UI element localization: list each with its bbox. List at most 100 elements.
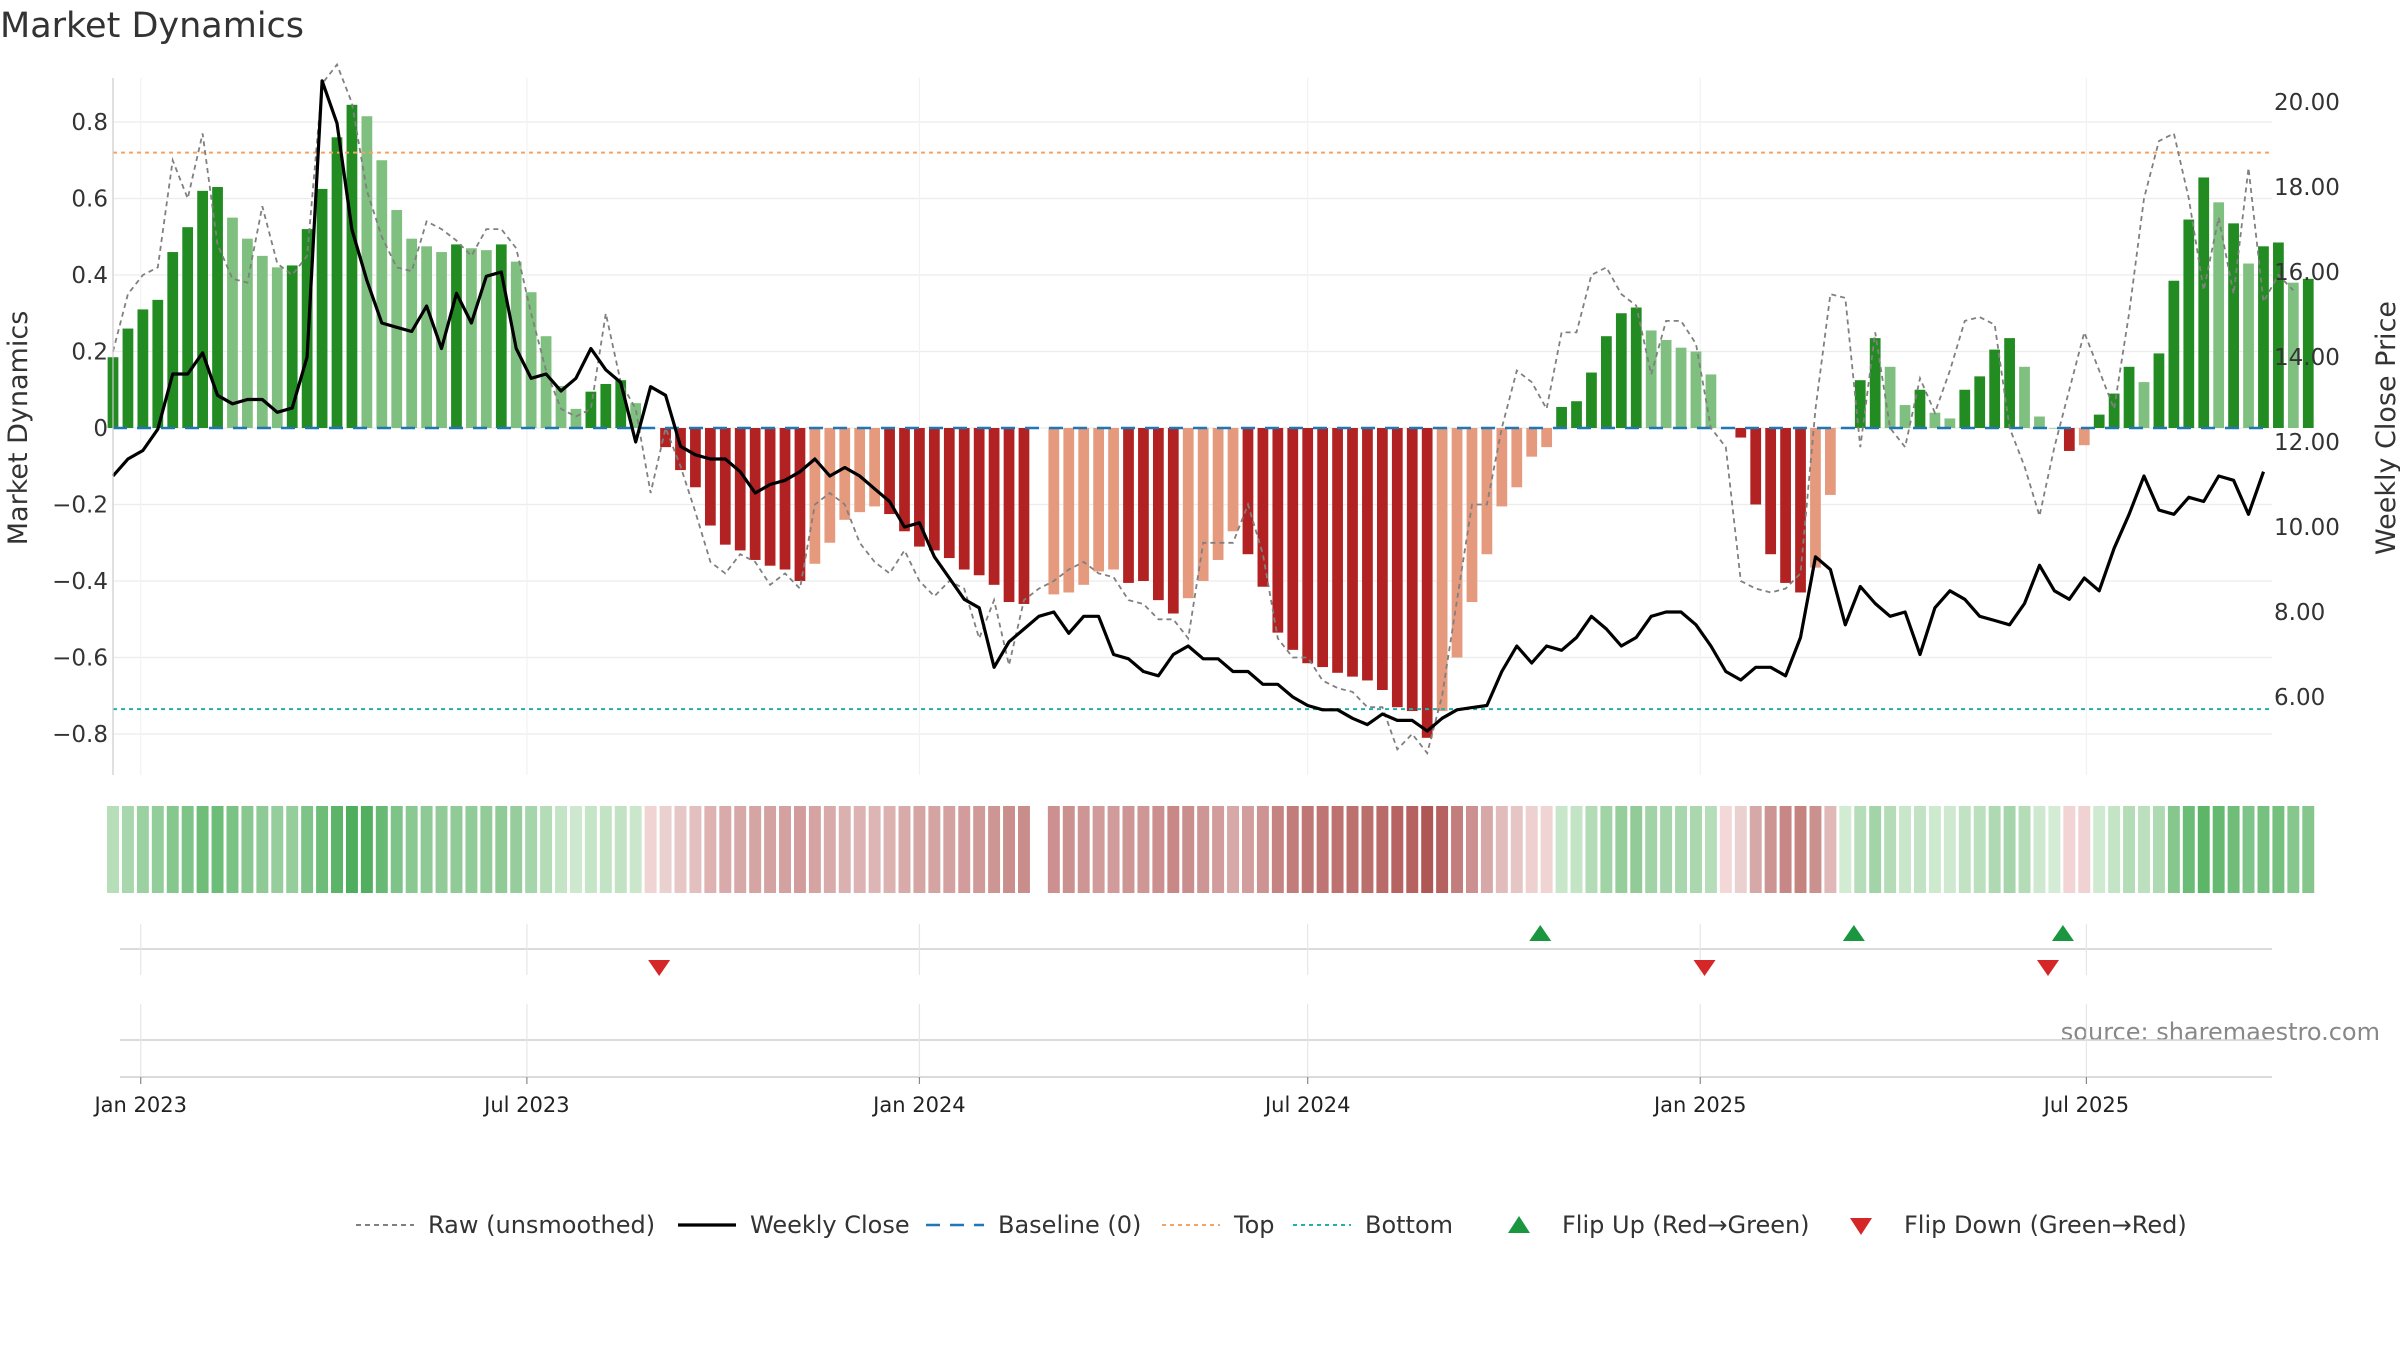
band-cell [1510, 806, 1523, 893]
y-tick-label-right: 20.00 [2274, 90, 2340, 116]
bar [660, 428, 671, 448]
x-tick-label: Jan 2025 [1652, 1093, 1747, 1117]
bar [1421, 428, 1433, 738]
band-cell [1869, 806, 1882, 893]
bar [1362, 428, 1373, 681]
bar [1660, 340, 1672, 428]
y-tick-label-left: −0.4 [52, 569, 108, 595]
band-cell [286, 806, 299, 893]
bar [1152, 428, 1164, 601]
bar [1541, 428, 1553, 448]
bar [1630, 307, 1642, 428]
band-cell [181, 806, 194, 893]
bar [928, 428, 940, 551]
band-cell [2123, 806, 2136, 893]
band-cell [2257, 806, 2270, 893]
band-cell [1451, 806, 1464, 893]
band-cell [823, 806, 836, 893]
band-cell [1256, 806, 1269, 893]
legend-item: Top [1162, 1211, 1275, 1239]
band-cell [1675, 806, 1688, 893]
band-cell [1077, 806, 1090, 893]
band-cell [360, 806, 373, 893]
band-cell [1525, 806, 1538, 893]
bar [1123, 428, 1134, 583]
band-cell [2138, 806, 2150, 893]
y-tick-label-right: 16.00 [2274, 260, 2340, 286]
band-cell [749, 806, 762, 893]
band-cell [211, 806, 224, 893]
bar [734, 428, 746, 551]
band-cell [1361, 806, 1374, 893]
bar [1615, 313, 1627, 428]
x-tick-label: Jul 2023 [482, 1093, 569, 1117]
bar [2138, 382, 2150, 428]
band-cell [928, 806, 941, 893]
bar [779, 428, 791, 570]
band-cell [1630, 806, 1643, 893]
bar [1496, 428, 1508, 507]
band-cell [689, 806, 702, 893]
bar [2258, 246, 2269, 428]
legend-item: Raw (unsmoothed) [356, 1211, 655, 1239]
band-cell [1271, 806, 1284, 893]
legend-label: Bottom [1365, 1211, 1453, 1239]
band-cell [1988, 806, 2001, 893]
bar [1451, 428, 1463, 658]
band-cell [1570, 806, 1583, 893]
bar [1003, 428, 1015, 603]
band-cell [510, 806, 523, 893]
bar [391, 209, 403, 428]
band-cell [405, 806, 418, 893]
band-cell [973, 806, 986, 893]
band-cell [271, 806, 284, 893]
bar [1974, 376, 1986, 428]
bar [137, 309, 149, 428]
band-cell [1197, 806, 1210, 893]
band-cell [1779, 806, 1792, 893]
bar [2034, 416, 2045, 428]
bar [2273, 242, 2284, 428]
legend-label: Flip Up (Red→Green) [1562, 1211, 1810, 1239]
bar [1810, 428, 1821, 568]
band-cell [555, 806, 567, 893]
legend-item: Flip Up (Red→Green) [1508, 1211, 1810, 1239]
band-cell [1480, 806, 1493, 893]
band-cell [1928, 806, 1941, 893]
legend-label: Weekly Close [750, 1211, 910, 1239]
band-cell [2063, 806, 2076, 893]
right-axis-label: Weekly Close Price [2371, 301, 2400, 555]
bar [1332, 428, 1343, 673]
band-cell [2272, 806, 2285, 893]
bar [1108, 428, 1119, 570]
bar [1481, 428, 1493, 555]
bar [167, 252, 179, 428]
band-cell [2048, 806, 2061, 893]
band-cell [1376, 806, 1389, 893]
bar [466, 248, 477, 428]
weekly-close-line [111, 79, 2266, 733]
band-cell [734, 806, 747, 893]
legend-swatch-flip-up [1508, 1216, 1530, 1233]
bar [809, 428, 821, 564]
bar [794, 428, 806, 581]
band-cell [495, 806, 508, 893]
band-cell [1824, 806, 1837, 893]
bars-layer [107, 104, 2314, 738]
band-cell [256, 806, 269, 893]
band-cell [1017, 806, 1030, 893]
y-tick-label-left: 0.8 [71, 110, 108, 136]
flip-up-marker [1529, 925, 1552, 941]
band-cell [375, 806, 388, 893]
band-cell [883, 806, 896, 893]
bar [600, 384, 612, 428]
bar [1750, 428, 1762, 505]
band-cell [764, 806, 777, 893]
bar [2228, 223, 2239, 428]
bar [1929, 412, 1941, 428]
legend-item: Baseline (0) [926, 1211, 1141, 1239]
y-tick-label-left: 0.6 [71, 187, 108, 213]
bar [1063, 428, 1075, 593]
bar [1212, 428, 1224, 560]
band-cell [1406, 806, 1419, 893]
